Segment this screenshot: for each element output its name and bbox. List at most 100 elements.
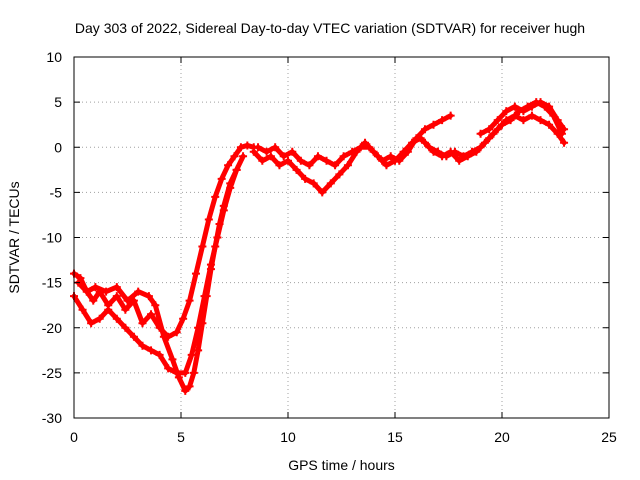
series-line xyxy=(255,135,441,168)
data-point xyxy=(313,152,322,161)
data-point xyxy=(206,265,215,274)
data-point xyxy=(502,116,511,125)
data-point xyxy=(78,305,87,314)
series-track-h xyxy=(476,98,569,138)
tick-layer: 0 5 10 15 20 25 -30 -25 -20 -15 -10 -5 0 5 10 xyxy=(42,49,617,445)
data-point xyxy=(288,147,297,156)
data-point xyxy=(485,134,494,143)
series-line xyxy=(71,142,257,340)
data-point xyxy=(254,143,263,152)
data-point xyxy=(292,165,301,174)
data-point xyxy=(112,292,121,301)
data-point xyxy=(249,147,258,156)
data-point xyxy=(476,129,485,138)
data-point xyxy=(266,152,275,161)
data-point xyxy=(365,143,374,152)
data-point xyxy=(82,287,91,296)
data-point xyxy=(236,143,245,152)
series-layer xyxy=(70,98,569,395)
data-point xyxy=(545,120,554,129)
data-point xyxy=(189,368,198,377)
data-point xyxy=(219,201,228,210)
data-point xyxy=(493,116,502,125)
data-point xyxy=(322,156,331,165)
data-point xyxy=(438,116,447,125)
data-point xyxy=(442,152,451,161)
data-point xyxy=(204,215,213,224)
data-point xyxy=(450,147,459,156)
data-point xyxy=(468,147,477,156)
data-point xyxy=(198,242,207,251)
y-tick-label: 0 xyxy=(54,139,62,155)
data-point xyxy=(382,161,391,170)
data-point xyxy=(356,143,365,152)
series-track-a xyxy=(70,141,258,341)
data-point xyxy=(215,219,224,228)
data-point xyxy=(121,305,130,314)
data-point xyxy=(191,269,200,278)
data-point xyxy=(433,147,442,156)
y-tick-label: -10 xyxy=(42,230,62,246)
data-point xyxy=(138,341,147,350)
data-point xyxy=(560,138,569,147)
data-point xyxy=(386,152,395,161)
data-point xyxy=(129,332,138,341)
data-point xyxy=(112,314,121,323)
x-tick-label: 5 xyxy=(177,429,185,445)
data-point xyxy=(76,274,85,283)
data-point xyxy=(262,147,271,156)
data-point xyxy=(239,152,248,161)
data-point xyxy=(168,355,177,364)
data-point xyxy=(485,125,494,134)
data-point xyxy=(493,125,502,134)
data-point xyxy=(181,368,190,377)
data-point xyxy=(536,98,545,107)
data-point xyxy=(519,107,528,116)
data-point xyxy=(159,332,168,341)
data-point xyxy=(198,319,207,328)
data-point xyxy=(560,125,569,134)
data-point xyxy=(343,161,352,170)
data-point xyxy=(527,111,536,120)
data-point xyxy=(95,314,104,323)
data-point xyxy=(202,292,211,301)
data-point xyxy=(429,120,438,129)
x-tick-label: 15 xyxy=(387,429,403,445)
y-tick-label: -5 xyxy=(50,184,63,200)
data-point xyxy=(144,292,153,301)
series-line xyxy=(435,113,567,159)
x-tick-label: 25 xyxy=(601,429,617,445)
x-axis-label: GPS time / hours xyxy=(288,457,395,473)
data-point xyxy=(138,319,147,328)
data-point xyxy=(420,125,429,134)
data-point xyxy=(211,242,220,251)
data-point xyxy=(179,314,188,323)
data-point xyxy=(121,323,130,332)
data-point xyxy=(373,152,382,161)
y-tick-label: 10 xyxy=(46,49,62,65)
data-point xyxy=(553,116,562,125)
data-point xyxy=(275,161,284,170)
y-tick-label: -15 xyxy=(42,275,62,291)
x-tick-label: 0 xyxy=(70,429,78,445)
data-point xyxy=(271,143,280,152)
data-point xyxy=(155,350,164,359)
data-point xyxy=(279,152,288,161)
data-point xyxy=(226,179,235,188)
data-point xyxy=(112,283,121,292)
y-tick-label: -20 xyxy=(42,320,62,336)
data-point xyxy=(296,156,305,165)
y-axis-label: SDTVAR / TECUs xyxy=(6,181,22,293)
data-point xyxy=(459,152,468,161)
data-point xyxy=(217,174,226,183)
data-point xyxy=(339,152,348,161)
data-point xyxy=(305,161,314,170)
data-point xyxy=(151,301,160,310)
data-point xyxy=(102,287,111,296)
series-track-g xyxy=(433,111,569,161)
data-point xyxy=(519,116,528,125)
data-point xyxy=(230,152,239,161)
data-point xyxy=(181,386,190,395)
data-point xyxy=(331,161,340,170)
x-tick-label: 10 xyxy=(280,429,296,445)
